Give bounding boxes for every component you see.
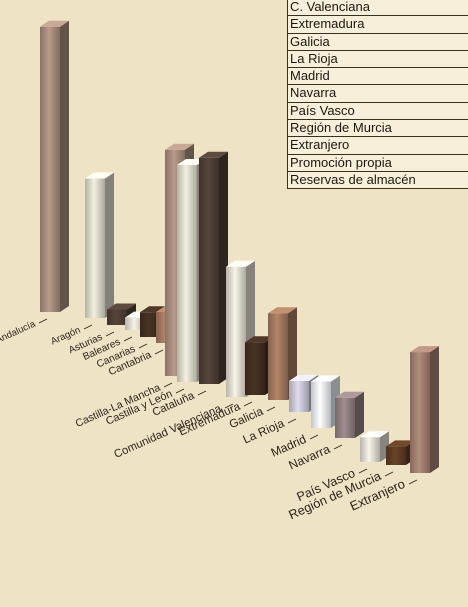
bar-front xyxy=(85,178,105,318)
bar-top xyxy=(311,375,340,382)
x-tick xyxy=(163,382,173,388)
table-row: País Vasco xyxy=(288,102,468,121)
bar-front xyxy=(199,157,219,384)
table-row: Extremadura xyxy=(288,16,468,34)
bar-top xyxy=(360,431,389,438)
bar-top xyxy=(335,391,364,398)
table-row: Reservas de almacén3. xyxy=(288,172,468,188)
bar-side xyxy=(355,391,364,438)
bar-top xyxy=(107,303,136,310)
bar-side xyxy=(430,346,439,473)
table-row: C. Valenciana1. xyxy=(288,0,468,17)
bar-front xyxy=(311,381,331,428)
table-row: Promoción propia xyxy=(288,155,468,172)
bar-2 xyxy=(85,172,114,318)
table-row-label: Reservas de almacén xyxy=(290,171,416,187)
x-tick xyxy=(358,468,368,474)
bar-front xyxy=(335,397,355,438)
bar-16 xyxy=(360,431,389,462)
bar-side xyxy=(219,151,228,384)
bar-side xyxy=(60,20,69,313)
table-row-label: Región de Murcia xyxy=(290,120,392,136)
table-row-label: País Vasco xyxy=(290,102,355,118)
bar-18 xyxy=(410,346,439,473)
x-tick xyxy=(83,324,93,330)
bar-top xyxy=(386,440,415,447)
bar-front xyxy=(410,352,430,473)
bar-top xyxy=(40,20,69,27)
table-row-label: Promoción propia xyxy=(290,154,392,170)
table-row-label: La Rioja xyxy=(290,50,338,66)
bar-top xyxy=(226,260,255,267)
x-tick xyxy=(154,349,164,355)
bar-front xyxy=(268,313,288,400)
bar-front xyxy=(40,26,60,313)
table-row-label: Extranjero xyxy=(290,137,350,153)
x-tick xyxy=(309,434,319,440)
x-tick xyxy=(333,444,343,450)
x-tick xyxy=(38,318,48,324)
bar-front xyxy=(386,446,406,465)
bar-top xyxy=(289,375,318,381)
x-tick xyxy=(138,343,148,349)
table-row: Extranjero1. xyxy=(288,137,468,155)
table-row-label: Navarra xyxy=(290,85,337,101)
table-row: Región de Murcia xyxy=(288,120,468,138)
bar-side xyxy=(105,172,114,318)
bar-front xyxy=(107,309,127,325)
bar-front xyxy=(360,437,380,462)
bar-top xyxy=(268,307,297,314)
table-row-label: Madrid xyxy=(290,68,330,84)
bar-front xyxy=(289,381,309,412)
x-tick xyxy=(175,388,185,394)
x-tick-label: Andalucía xyxy=(0,318,38,346)
x-tick xyxy=(105,331,115,337)
bar-front xyxy=(140,312,160,337)
x-tick xyxy=(384,471,394,477)
table-row: Galicia xyxy=(288,34,468,51)
x-tick xyxy=(266,406,276,412)
bar-top xyxy=(199,151,228,158)
bar-front xyxy=(177,165,197,382)
x-tick xyxy=(243,401,253,407)
bar-front xyxy=(226,266,246,397)
bar-1 xyxy=(40,20,69,313)
table-row: Madrid xyxy=(288,68,468,86)
bar-side xyxy=(288,307,297,400)
bar-top xyxy=(245,336,274,343)
table-row: Navarra xyxy=(288,85,468,103)
bar-top xyxy=(177,159,206,165)
table-row-label: Galicia xyxy=(290,33,330,49)
x-tick xyxy=(408,479,418,485)
table-row: La Rioja xyxy=(288,50,468,69)
bar-top xyxy=(85,172,114,179)
bar-front xyxy=(245,342,265,395)
x-tick xyxy=(197,390,207,396)
bar-12 xyxy=(268,307,297,400)
bar-top xyxy=(165,143,194,150)
bar-top xyxy=(410,346,439,353)
x-tick xyxy=(224,403,234,409)
x-tick xyxy=(123,336,133,342)
table-row-label: C. Valenciana xyxy=(290,0,370,14)
bar-9 xyxy=(199,151,228,384)
table-row-label: Extremadura xyxy=(290,16,365,32)
data-table: C. Valenciana1. Extremadura Galicia La R… xyxy=(287,0,468,190)
x-tick xyxy=(287,418,297,424)
bar-15 xyxy=(335,391,364,438)
